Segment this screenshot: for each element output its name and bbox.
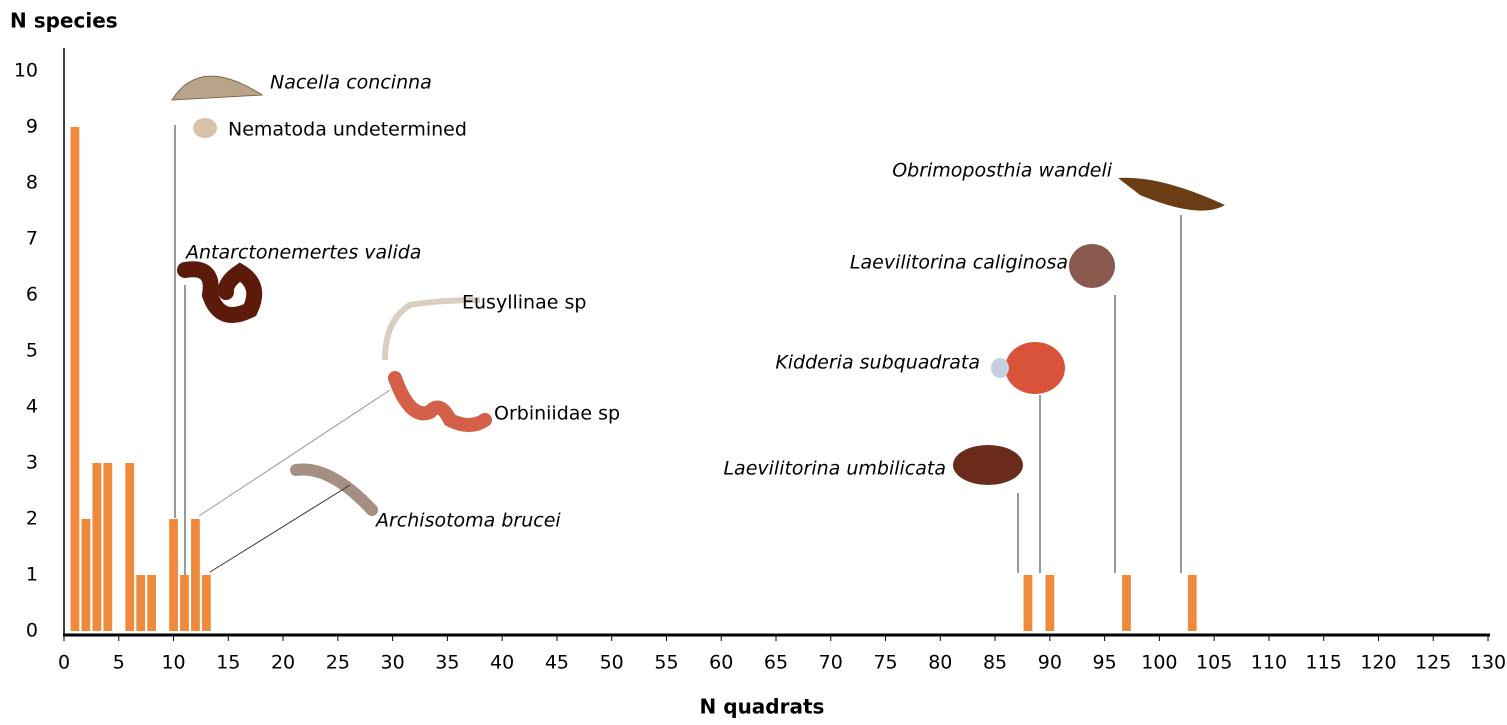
x-tick-label: 105 bbox=[1196, 652, 1232, 674]
chart: N species N quadrats 0123456789100510152… bbox=[0, 0, 1507, 725]
annotation: Eusyllinae sp bbox=[462, 292, 586, 314]
x-tick-label: 60 bbox=[709, 652, 733, 674]
x-tick-label: 120 bbox=[1360, 652, 1396, 674]
annotation: Nematoda undetermined bbox=[228, 119, 467, 141]
annotation: Antarctonemertes valida bbox=[184, 242, 421, 264]
bar bbox=[180, 575, 189, 631]
bar bbox=[1024, 575, 1033, 631]
y-tick-label: 0 bbox=[26, 620, 38, 642]
y-tick-label: 9 bbox=[26, 116, 38, 138]
x-tick-label: 80 bbox=[928, 652, 952, 674]
x-tick-label: 100 bbox=[1141, 652, 1177, 674]
annotation: Obrimoposthia wandeli bbox=[892, 160, 1113, 182]
annotation: Orbiniidae sp bbox=[494, 403, 620, 425]
bar bbox=[71, 127, 80, 631]
y-tick-label: 10 bbox=[14, 60, 38, 82]
bar bbox=[136, 575, 145, 631]
x-tick-label: 115 bbox=[1306, 652, 1342, 674]
x-tick-label: 130 bbox=[1470, 652, 1506, 674]
annotation: Laevilitorina umbilicata bbox=[723, 458, 946, 480]
x-tick-label: 85 bbox=[983, 652, 1007, 674]
x-tick-label: 10 bbox=[161, 652, 185, 674]
bar bbox=[103, 463, 112, 631]
x-tick-label: 0 bbox=[58, 652, 70, 674]
x-tick-label: 5 bbox=[113, 652, 125, 674]
x-axis-label: N quadrats bbox=[700, 695, 825, 719]
x-tick-label: 40 bbox=[490, 652, 514, 674]
x-tick-label: 50 bbox=[600, 652, 624, 674]
x-tick-label: 25 bbox=[326, 652, 350, 674]
y-tick-label: 6 bbox=[26, 284, 38, 306]
y-tick-label: 7 bbox=[26, 228, 38, 250]
organism-images bbox=[172, 76, 1225, 510]
y-tick-label: 4 bbox=[26, 396, 38, 418]
x-tick-label: 65 bbox=[764, 652, 788, 674]
annotation: Laevilitorina caliginosa bbox=[850, 252, 1068, 274]
bar bbox=[1122, 575, 1131, 631]
y-tick-label: 3 bbox=[26, 452, 38, 474]
y-tick-label: 8 bbox=[26, 172, 38, 194]
x-tick-label: 45 bbox=[545, 652, 569, 674]
x-tick-label: 35 bbox=[435, 652, 459, 674]
bar bbox=[169, 519, 178, 631]
x-tick-label: 70 bbox=[819, 652, 843, 674]
y-tick-label: 1 bbox=[26, 564, 38, 586]
y-tick-label: 2 bbox=[26, 508, 38, 530]
x-tick-label: 30 bbox=[381, 652, 405, 674]
x-tick-label: 110 bbox=[1251, 652, 1287, 674]
bar bbox=[202, 575, 211, 631]
bar bbox=[125, 463, 134, 631]
bar bbox=[1045, 575, 1054, 631]
bar bbox=[1188, 575, 1197, 631]
x-tick-label: 75 bbox=[873, 652, 897, 674]
annotation: Nacella concinna bbox=[270, 72, 432, 94]
bar bbox=[92, 463, 101, 631]
x-tick-label: 95 bbox=[1093, 652, 1117, 674]
x-tick-label: 125 bbox=[1415, 652, 1451, 674]
annotation: Archisotoma brucei bbox=[374, 510, 561, 532]
y-axis-label: N species bbox=[10, 9, 118, 33]
x-tick-label: 20 bbox=[271, 652, 295, 674]
bar bbox=[147, 575, 156, 631]
x-tick-label: 55 bbox=[654, 652, 678, 674]
bar bbox=[191, 519, 200, 631]
y-tick-label: 5 bbox=[26, 340, 38, 362]
x-tick-label: 15 bbox=[216, 652, 240, 674]
annotation: Kidderia subquadrata bbox=[775, 352, 980, 374]
bar bbox=[82, 519, 91, 631]
x-tick-label: 90 bbox=[1038, 652, 1062, 674]
